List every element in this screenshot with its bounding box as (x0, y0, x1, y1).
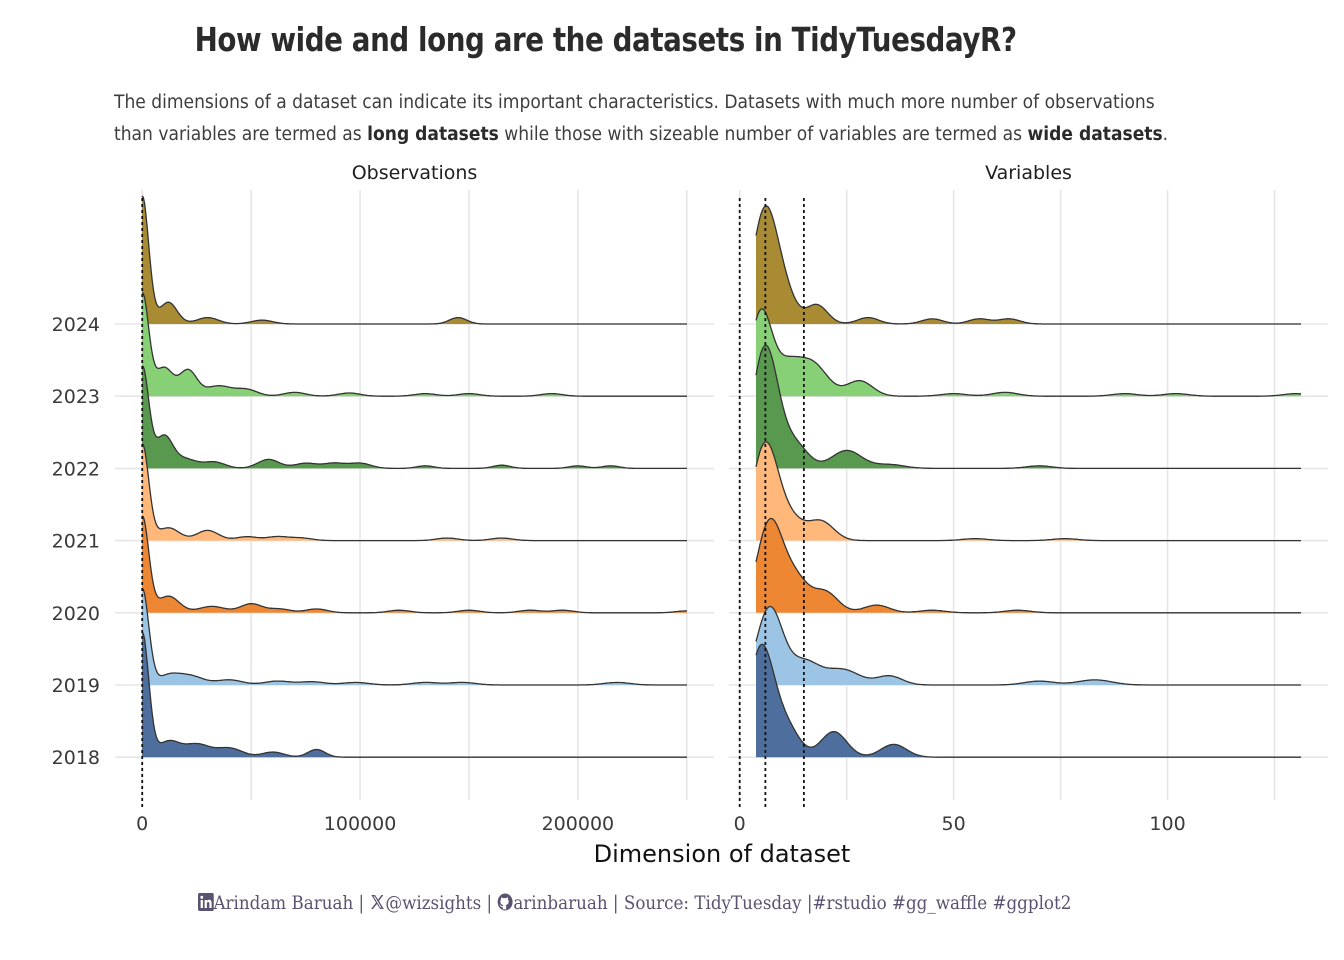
wide-datasets-term: wide datasets (1027, 124, 1163, 145)
panel-strip-label: Variables (985, 162, 1072, 184)
y-tick-label: 2024 (52, 314, 100, 336)
ridge-outline-2018 (141, 631, 687, 758)
y-tick-label: 2020 (52, 603, 100, 625)
ridge-area-2021 (756, 441, 1301, 541)
chart-subtitle: The dimensions of a dataset can indicate… (114, 87, 1252, 151)
ridge-area-2019 (142, 588, 687, 685)
github-icon (497, 893, 513, 911)
y-tick-label: 2018 (52, 747, 100, 769)
linkedin-icon (197, 893, 214, 911)
x-icon (370, 895, 384, 909)
ridge-outline-2020 (141, 515, 687, 614)
ridge-outline-2020 (755, 517, 1301, 614)
caption-source: | Source: TidyTuesday |#rstudio #gg_waff… (607, 892, 1072, 914)
ridgeline-chart: 2024 2023 2022 2021 2020 2019 2018 Dimension of… (52, 162, 1328, 868)
ridge-outline-2023 (141, 292, 687, 397)
ridge-area-2018 (756, 644, 1301, 758)
long-datasets-term: long datasets (367, 124, 499, 145)
ridge-area-2021 (142, 444, 687, 541)
ridge-outline-2022 (755, 344, 1301, 470)
caption-x-handle: @wizsights (385, 892, 482, 914)
ridge-area-2024 (142, 195, 687, 324)
ridge-outline-2019 (141, 588, 687, 686)
ridge-area-2019 (756, 606, 1301, 685)
subtitle-line-1: The dimensions of a dataset can indicate… (114, 92, 1155, 113)
caption: Arindam Baruah | @wizsights | arinbaruah… (0, 892, 1269, 914)
subtitle-line-2: than variables are termed as long datase… (114, 119, 1252, 151)
chart-title: How wide and long are the datasets in Ti… (194, 20, 1017, 59)
caption-separator: | (353, 892, 370, 914)
x-axis-title: Dimension of dataset (594, 840, 851, 868)
ridge-area-2024 (756, 205, 1301, 324)
x-tick-label: 100 (1149, 813, 1185, 835)
ridge-outline-2019 (755, 605, 1301, 686)
y-tick-label: 2021 (52, 531, 100, 553)
x-tick-label: 0 (734, 813, 746, 835)
panel-strip-label: Observations (352, 162, 478, 184)
x-tick-label: 100000 (324, 813, 397, 835)
caption-github: arinbaruah (513, 892, 608, 914)
ridge-outline-2024 (755, 205, 1301, 325)
caption-author: Arindam Baruah (213, 892, 354, 914)
ridge-outline-2024 (141, 195, 687, 325)
x-tick-label: 200000 (542, 813, 615, 835)
subtitle-text-c: while those with sizeable number of vari… (498, 124, 1028, 145)
x-tick-label: 50 (942, 813, 966, 835)
ridge-area-2022 (756, 345, 1301, 469)
ridge-outline-2021 (755, 441, 1301, 542)
x-tick-label: 0 (136, 813, 148, 835)
ridge-area-2020 (756, 518, 1301, 613)
subtitle-text-a: than variables are termed as (114, 124, 368, 145)
ridge-outline-2022 (141, 365, 687, 470)
ridge-area-2023 (142, 292, 687, 397)
subtitle-text-e: . (1162, 124, 1169, 145)
panel-observations: Observations 0 100000 200000 (115, 162, 714, 835)
ridge-area-2020 (142, 516, 687, 613)
panel-variables: Variables 0 50 100 (729, 162, 1328, 835)
y-tick-label: 2019 (52, 675, 100, 697)
ridge-outline-2021 (141, 443, 687, 542)
ridge-outline-2018 (755, 643, 1301, 758)
y-tick-label: 2022 (52, 458, 100, 480)
ridge-area-2023 (756, 308, 1301, 397)
caption-separator: | (481, 892, 498, 914)
ridge-outline-2023 (755, 308, 1301, 397)
ridge-area-2022 (142, 366, 687, 469)
y-tick-label: 2023 (52, 386, 100, 408)
ridge-area-2018 (142, 632, 687, 758)
